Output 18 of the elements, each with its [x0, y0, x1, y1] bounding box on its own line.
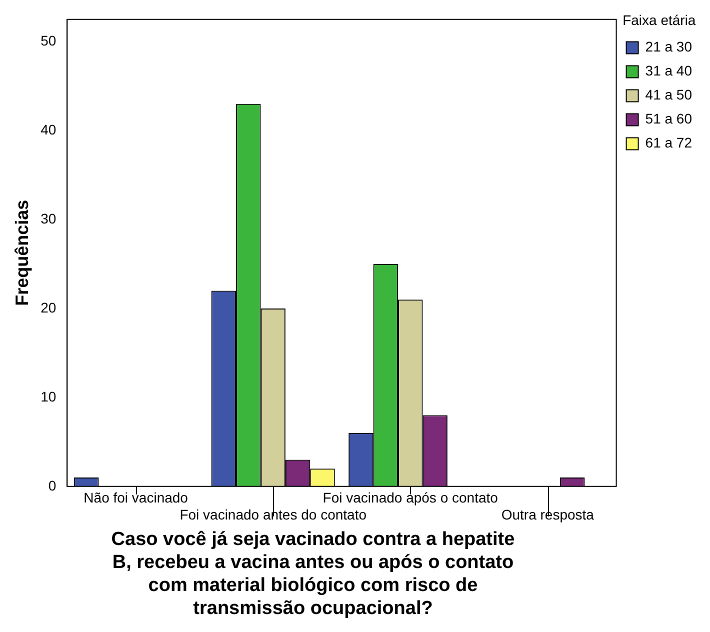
- y-tick-label: 10: [40, 388, 56, 404]
- y-tick-label: 0: [48, 477, 56, 494]
- y-tick-label: 50: [40, 32, 56, 48]
- legend-label: 51 a 60: [645, 110, 692, 127]
- legend-title: Faixa etária: [622, 12, 696, 28]
- legend-label: 41 a 50: [645, 86, 692, 103]
- y-tick-label: 40: [40, 121, 56, 138]
- y-axis-title: Frequências: [12, 200, 32, 306]
- x-tick-label: Foi vacinado antes do contato: [180, 506, 367, 522]
- x-axis-title: Caso você já seja vacinado contra a hepatite B, recebeu a vacina antes ou após o contato com material biológico com risco de transmissão ocupacional?: [110, 528, 516, 620]
- legend-label: 31 a 40: [645, 62, 692, 79]
- legend-label: 21 a 30: [645, 38, 692, 55]
- x-tick-label: Foi vacinado após o contato: [322, 490, 498, 506]
- legend-label: 61 a 72: [645, 134, 692, 151]
- x-tick-label: Não foi vacinado: [84, 490, 188, 506]
- y-tick-label: 20: [40, 299, 56, 316]
- y-tick-label: 30: [40, 210, 56, 226]
- x-tick-label: Outra resposta: [501, 506, 594, 522]
